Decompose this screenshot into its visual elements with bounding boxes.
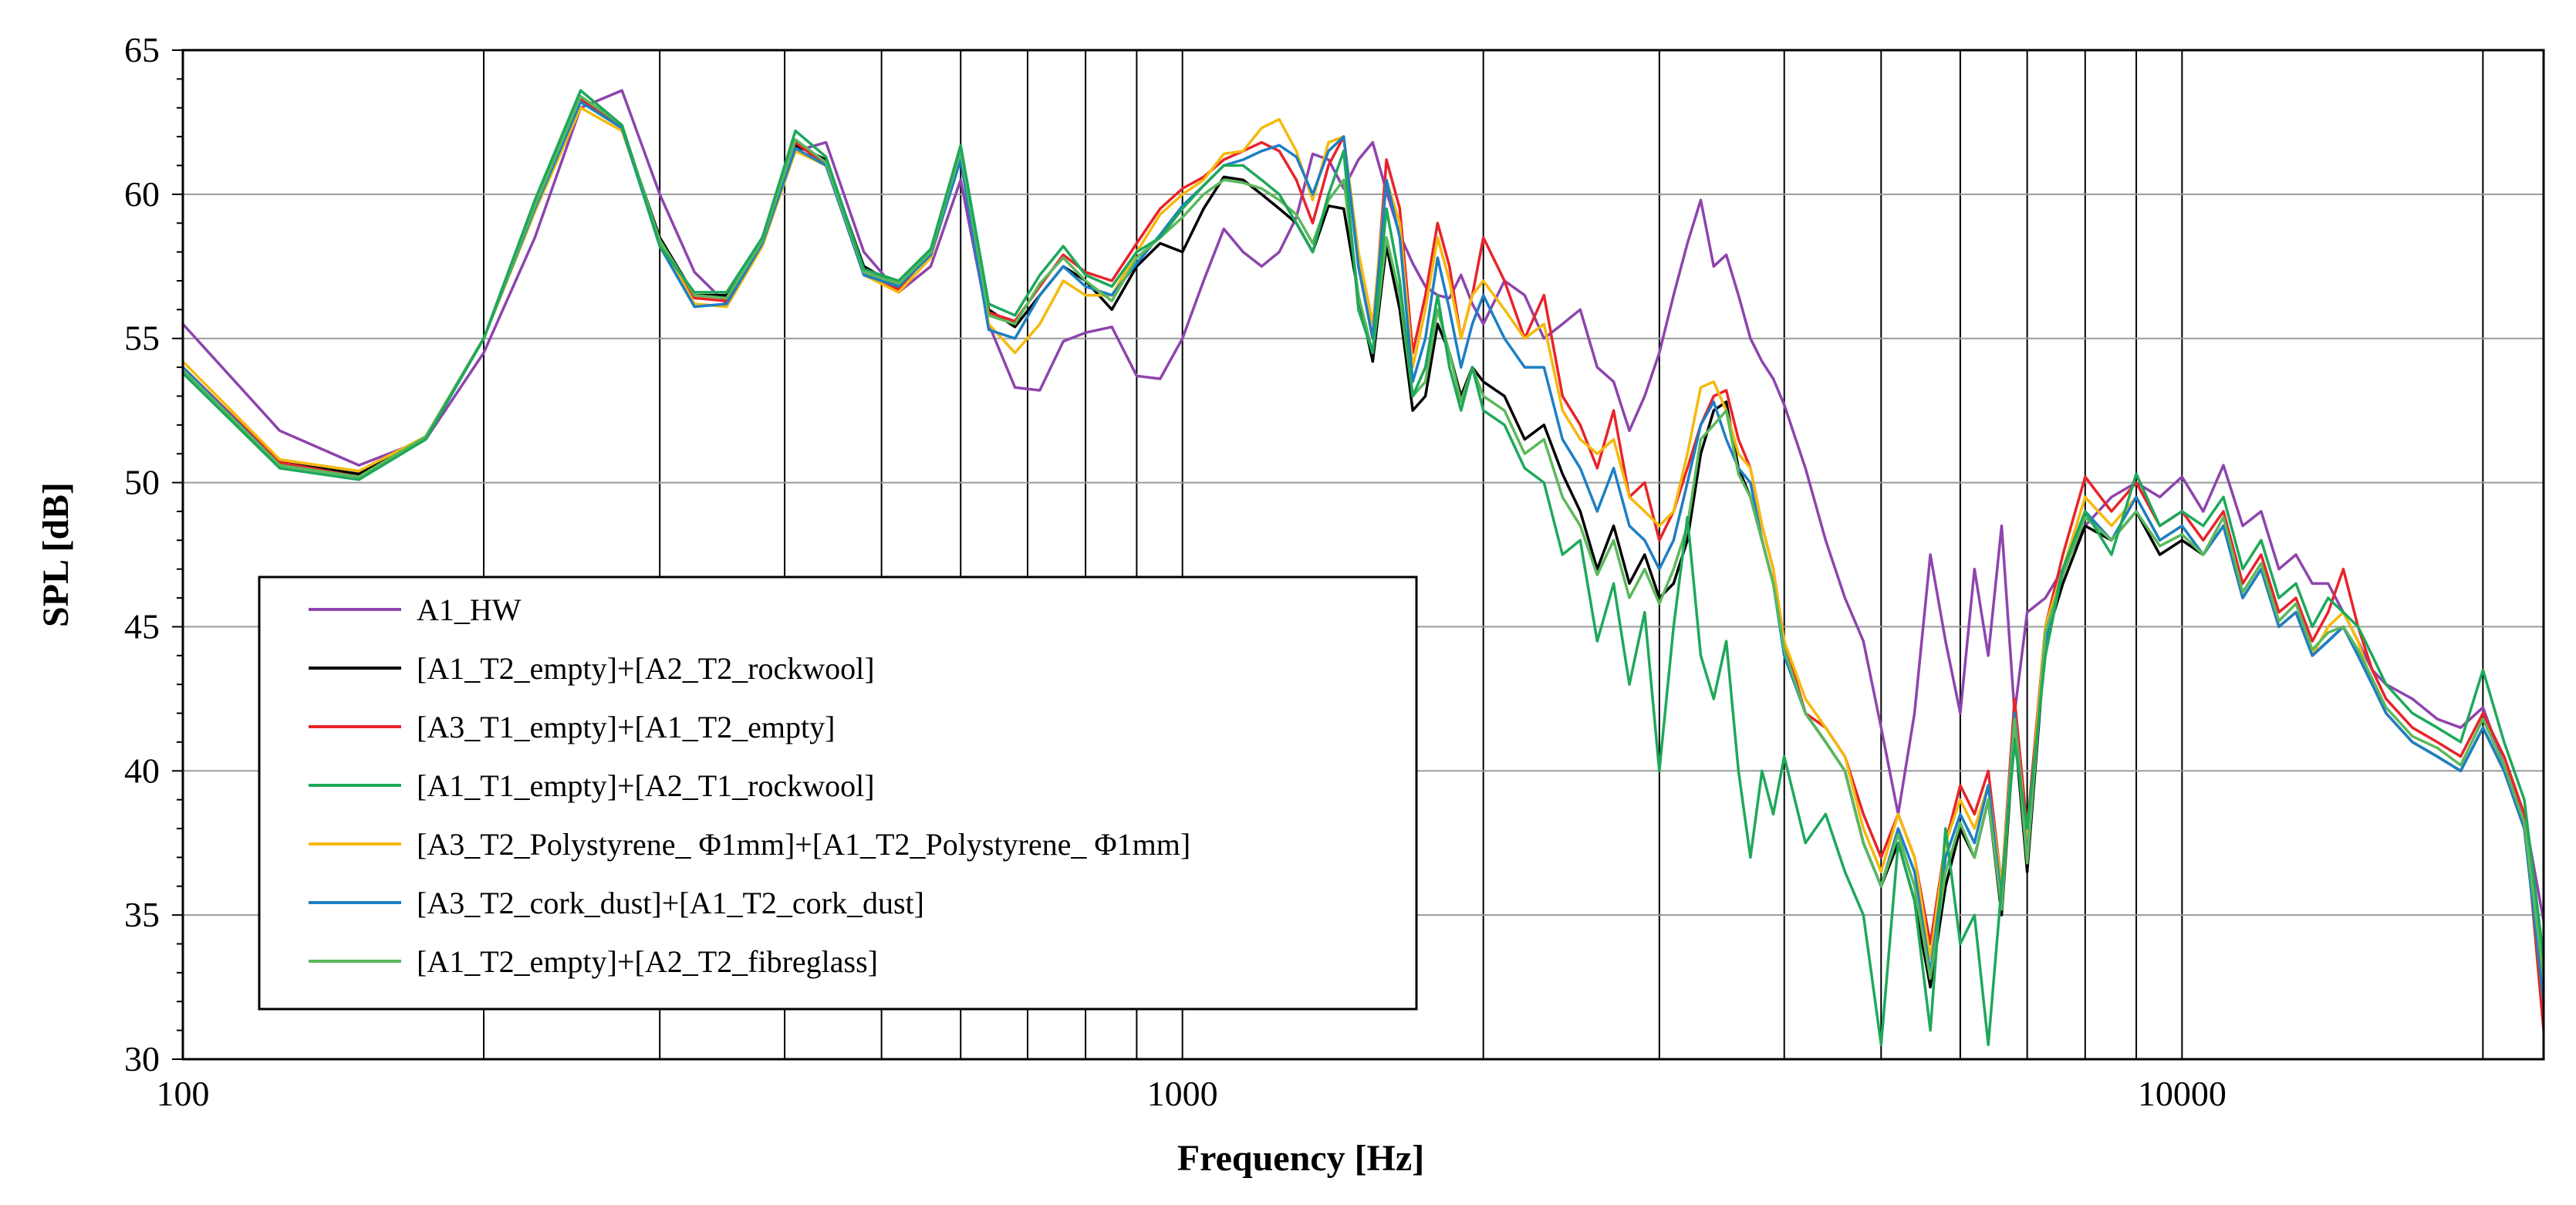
legend-entry: A1_HW [309,592,522,627]
legend: A1_HW [A1_T2_empty]+[A2_T2_rockwool] [A3_T… [258,575,1418,1011]
legend-entry: [A1_T1_empty]+[A2_T1_rockwool] [309,768,875,803]
y-axis-title: SPL [dB] [35,482,76,627]
y-tick-label: 50 [124,463,160,502]
legend-box [258,575,1418,1011]
y-tick-label: 45 [124,606,160,646]
legend-label: [A3_T2_cork_dust]+[A1_T2_cork_dust] [417,886,924,920]
legend-label: [A3_T2_Polystyrene_ Φ1mm]+[A1_T2_Polysty… [417,827,1190,862]
legend-label: [A1_T1_empty]+[A2_T1_rockwool] [417,768,875,803]
legend-label: [A1_T2_empty]+[A2_T2_rockwool] [417,651,875,686]
x-tick-label: 10000 [2138,1074,2227,1113]
series-line [181,95,2545,981]
legend-entry: [A3_T1_empty]+[A1_T2_empty] [309,710,835,744]
legend-entry: [A1_T2_empty]+[A2_T2_rockwool] [309,651,875,686]
series-layer [181,89,2545,1047]
x-tick-label: 1000 [1147,1074,1218,1113]
tick-layer: 30 35 40 45 50 55 60 65 100 1000 10000 [124,30,2227,1113]
x-axis-title: Frequency [Hz] [1177,1138,1424,1179]
legend-entry: [A1_T2_empty]+[A2_T2_fibreglass] [309,944,878,979]
legend-entries: A1_HW [A1_T2_empty]+[A2_T2_rockwool] [A3_T… [309,592,1190,979]
y-tick-label: 60 [124,174,160,214]
x-tick-label: 100 [157,1074,210,1113]
plot-frame [181,49,2545,1061]
series-line [181,89,2545,1047]
y-tick-label: 30 [124,1039,160,1078]
legend-label: [A3_T1_empty]+[A1_T2_empty] [417,710,835,744]
legend-label: [A1_T2_empty]+[A2_T2_fibreglass] [417,944,878,979]
legend-entry: [A3_T2_cork_dust]+[A1_T2_cork_dust] [309,886,924,920]
legend-label: A1_HW [417,592,522,627]
y-tick-label: 55 [124,319,160,358]
y-tick-label: 65 [124,30,160,69]
y-tick-label: 40 [124,751,160,790]
y-tick-label: 35 [124,895,160,934]
legend-entry: [A3_T2_Polystyrene_ Φ1mm]+[A1_T2_Polysty… [309,827,1190,862]
